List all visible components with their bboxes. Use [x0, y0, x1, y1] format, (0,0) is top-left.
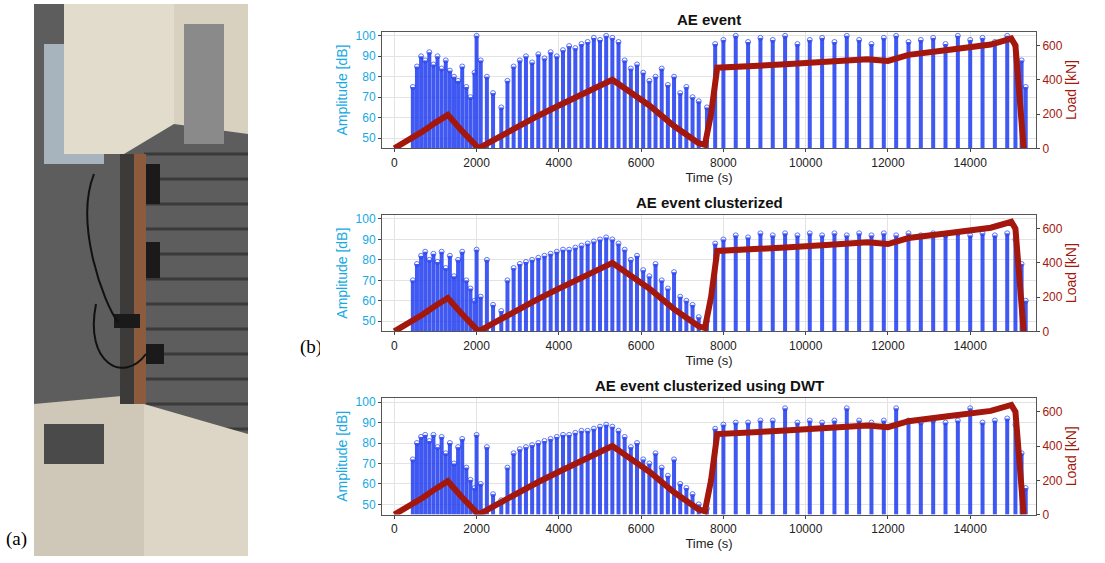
svg-text:50: 50: [362, 498, 376, 512]
svg-text:0: 0: [391, 156, 398, 170]
svg-text:70: 70: [362, 90, 376, 104]
svg-text:6000: 6000: [628, 339, 655, 353]
svg-text:200: 200: [1042, 107, 1062, 121]
html-text:(b): (b): [300, 336, 323, 357]
html-text:(a): (a): [6, 528, 28, 549]
svg-text:200: 200: [1042, 474, 1062, 488]
svg-text:AE event: AE event: [677, 11, 741, 28]
svg-text:100: 100: [356, 212, 376, 226]
svg-text:Time (s): Time (s): [685, 536, 732, 551]
svg-text:Amplitude [dB]: Amplitude [dB]: [334, 411, 350, 502]
svg-text:200: 200: [1042, 290, 1062, 304]
svg-text:90: 90: [362, 416, 376, 430]
svg-text:90: 90: [362, 49, 376, 63]
svg-text:2000: 2000: [463, 339, 490, 353]
svg-text:0: 0: [1042, 325, 1049, 339]
svg-text:80: 80: [362, 253, 376, 267]
svg-text:0: 0: [1042, 508, 1049, 522]
svg-text:6000: 6000: [628, 522, 655, 536]
svg-text:Amplitude [dB]: Amplitude [dB]: [334, 228, 350, 319]
svg-text:8000: 8000: [710, 522, 737, 536]
svg-text:600: 600: [1042, 222, 1062, 236]
svg-text:10000: 10000: [789, 522, 823, 536]
svg-text:12000: 12000: [871, 522, 905, 536]
svg-text:14000: 14000: [954, 339, 988, 353]
svg-text:400: 400: [1042, 73, 1062, 87]
svg-text:600: 600: [1042, 405, 1062, 419]
svg-text:Amplitude [dB]: Amplitude [dB]: [334, 44, 350, 135]
svg-text:90: 90: [362, 233, 376, 247]
svg-text:70: 70: [362, 457, 376, 471]
svg-text:AE event clusterized: AE event clusterized: [636, 194, 783, 211]
svg-text:0: 0: [1042, 142, 1049, 156]
svg-text:50: 50: [362, 314, 376, 328]
svg-text:Time (s): Time (s): [685, 353, 732, 368]
svg-text:60: 60: [362, 111, 376, 125]
svg-text:4000: 4000: [546, 522, 573, 536]
svg-text:14000: 14000: [954, 156, 988, 170]
svg-text:6000: 6000: [628, 156, 655, 170]
svg-text:14000: 14000: [954, 522, 988, 536]
svg-text:600: 600: [1042, 39, 1062, 53]
svg-text:60: 60: [362, 294, 376, 308]
svg-text:Time (s): Time (s): [685, 170, 732, 185]
svg-text:2000: 2000: [463, 522, 490, 536]
svg-text:80: 80: [362, 436, 376, 450]
svg-text:400: 400: [1042, 439, 1062, 453]
svg-text:10000: 10000: [789, 156, 823, 170]
svg-text:4000: 4000: [546, 339, 573, 353]
svg-text:50: 50: [362, 131, 376, 145]
svg-text:70: 70: [362, 274, 376, 288]
svg-text:100: 100: [356, 29, 376, 43]
svg-text:10000: 10000: [789, 339, 823, 353]
svg-text:0: 0: [391, 339, 398, 353]
svg-text:60: 60: [362, 477, 376, 491]
svg-text:400: 400: [1042, 256, 1062, 270]
svg-text:2000: 2000: [463, 156, 490, 170]
svg-text:80: 80: [362, 70, 376, 84]
svg-text:AE event clusterized using DWT: AE event clusterized using DWT: [595, 377, 824, 394]
svg-text:4000: 4000: [546, 156, 573, 170]
svg-text:12000: 12000: [871, 339, 905, 353]
svg-text:Load [kN]: Load [kN]: [1063, 426, 1079, 486]
svg-text:Load [kN]: Load [kN]: [1063, 243, 1079, 303]
svg-text:100: 100: [356, 395, 376, 409]
svg-text:8000: 8000: [710, 339, 737, 353]
svg-text:Load [kN]: Load [kN]: [1063, 60, 1079, 120]
svg-text:8000: 8000: [710, 156, 737, 170]
svg-text:0: 0: [391, 522, 398, 536]
svg-text:12000: 12000: [871, 156, 905, 170]
